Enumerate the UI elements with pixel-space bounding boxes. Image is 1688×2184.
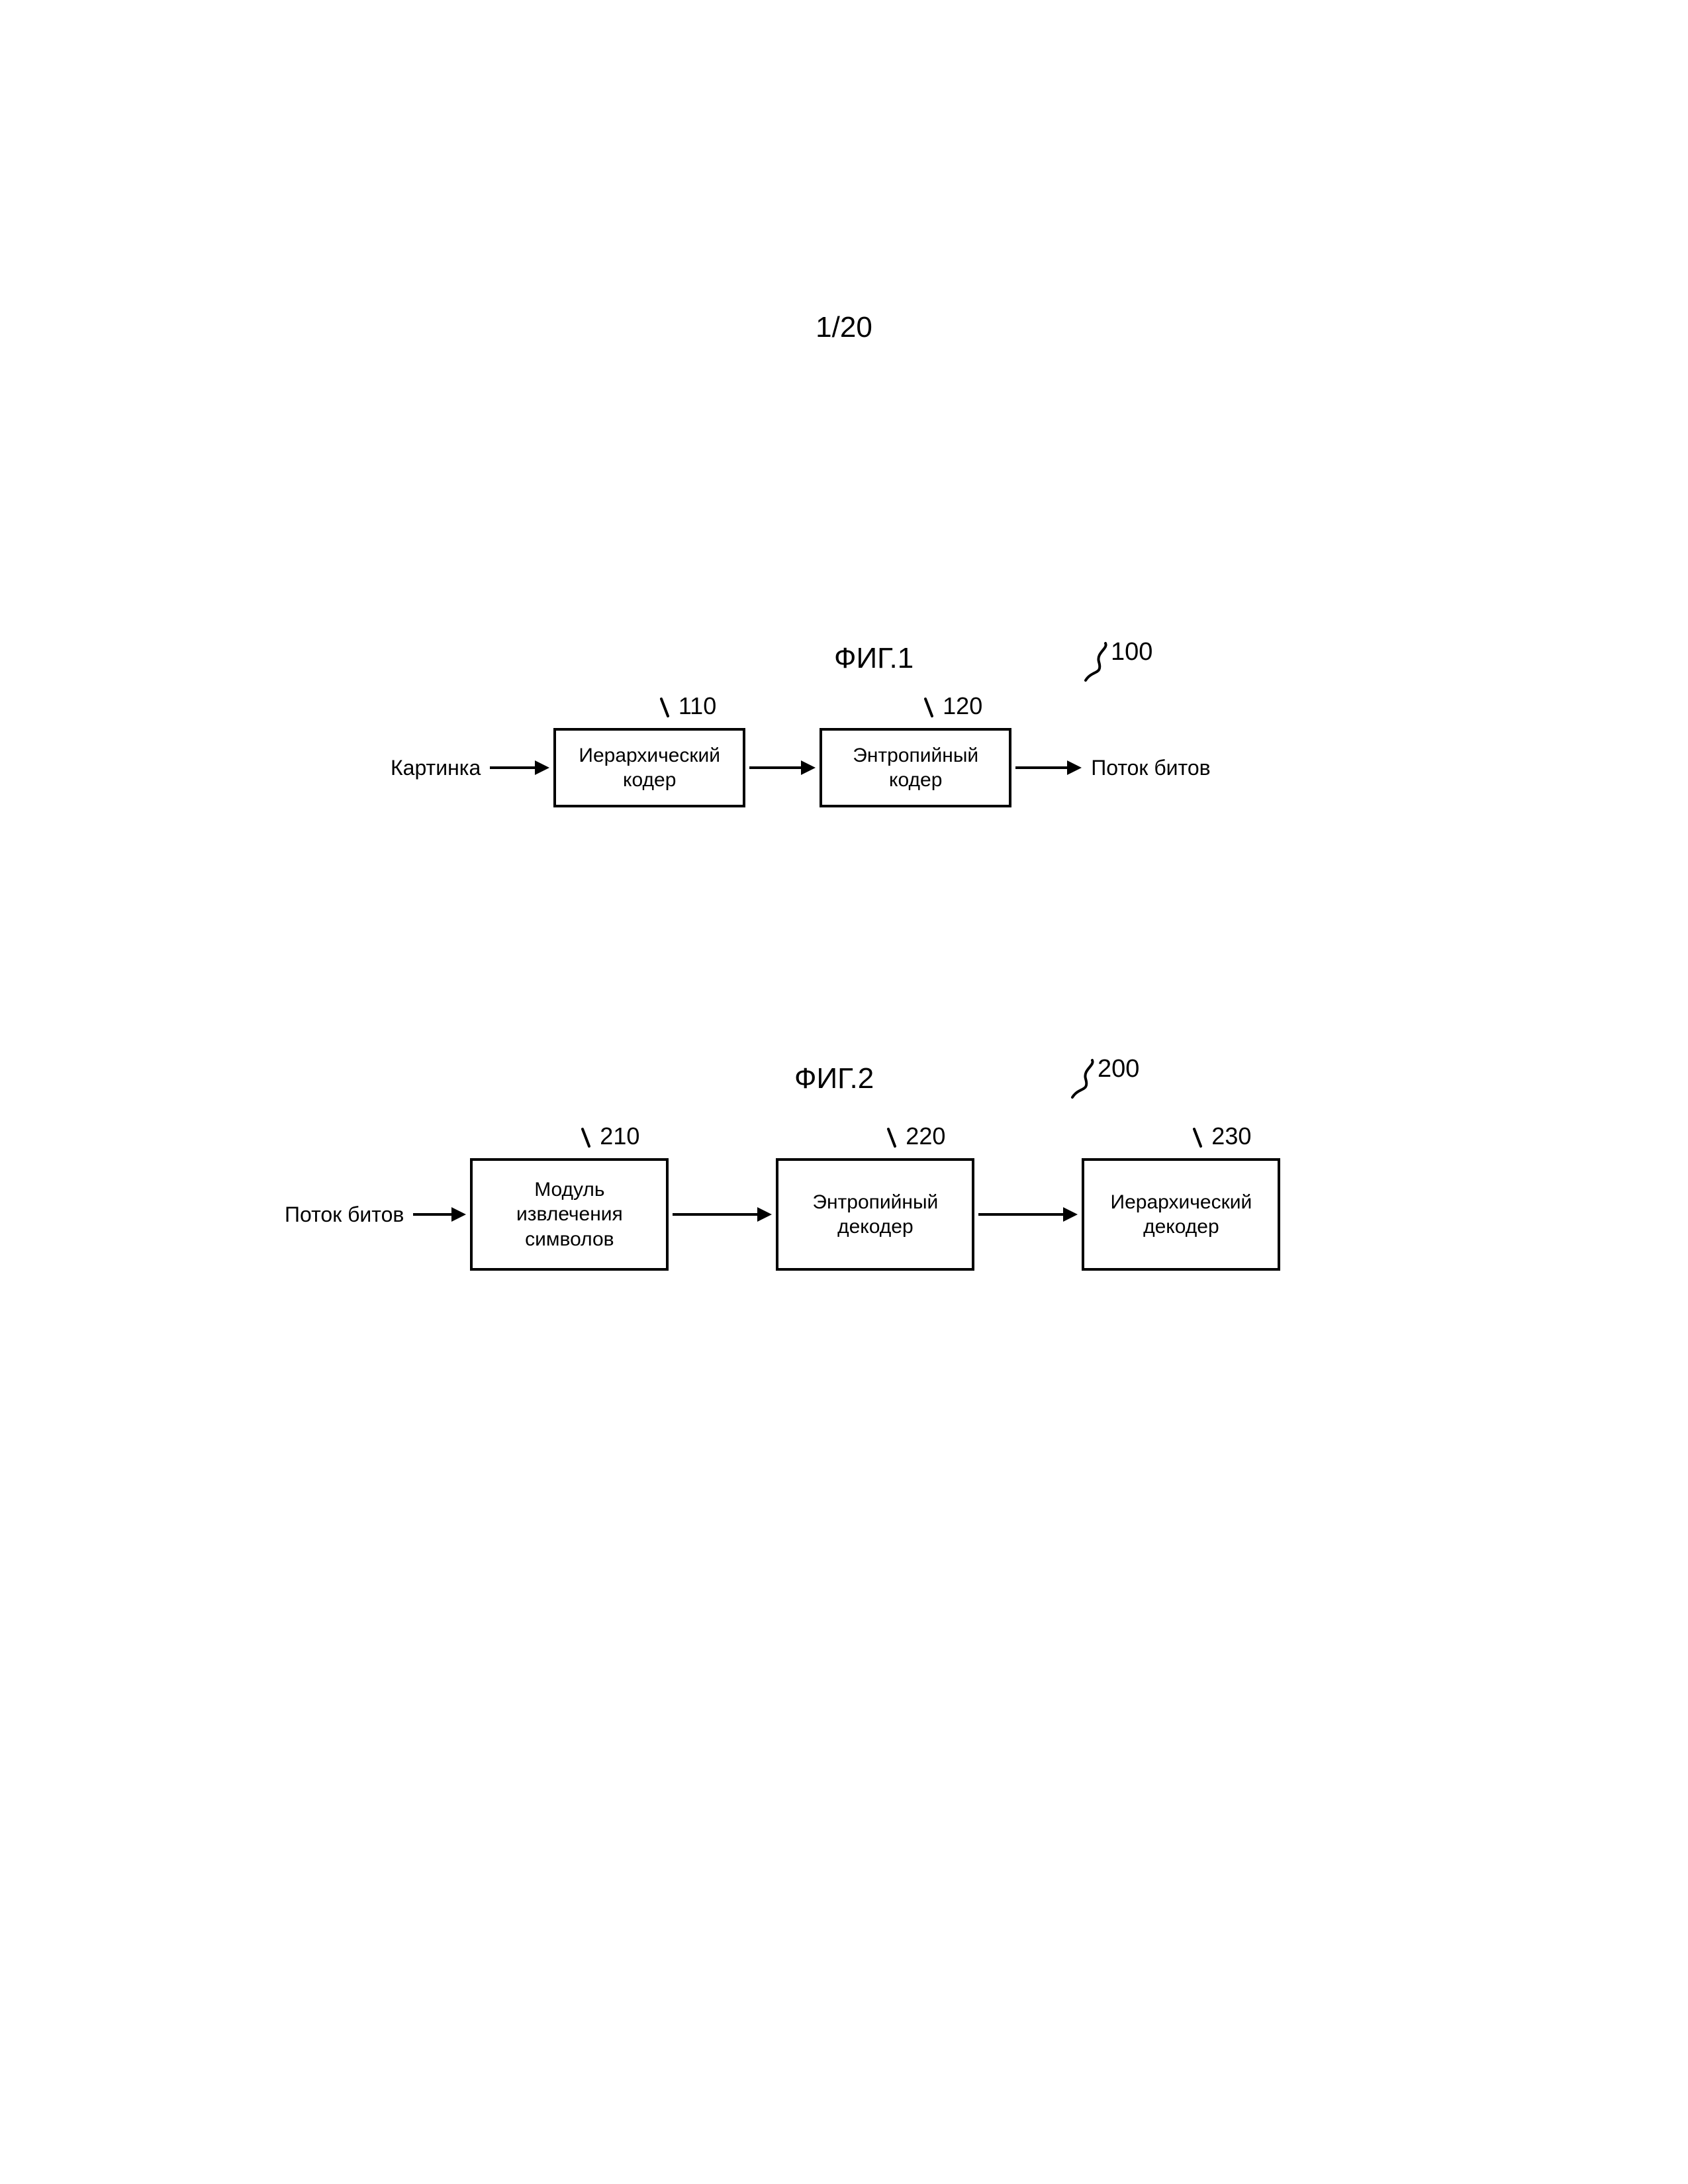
tick-icon	[886, 1126, 903, 1149]
fig2-ref-number: 200	[1098, 1055, 1139, 1083]
ref-text: 120	[943, 692, 982, 719]
ref-text: 230	[1211, 1122, 1251, 1150]
fig2-block-210-ref: 210	[580, 1122, 639, 1150]
fig2-block-220: 220 Энтропийный декодер	[776, 1158, 974, 1271]
fig2-block-230: 230 Иерархический декодер	[1082, 1158, 1280, 1271]
tick-icon	[1192, 1126, 1209, 1149]
tick-icon	[659, 696, 676, 719]
tick-icon	[580, 1126, 597, 1149]
fig1-block-110: 110 Иерархический кодер	[553, 728, 745, 807]
fig2-block-220-label: Энтропийный декодер	[812, 1190, 938, 1240]
fig2-block-210-label: Модуль извлечения символов	[516, 1177, 623, 1252]
fig1-block-110-label: Иерархический кодер	[579, 743, 720, 793]
ref-text: 110	[679, 692, 716, 719]
fig1-block-120-ref: 120	[923, 692, 982, 720]
fig2-block-210: 210 Модуль извлечения символов	[470, 1158, 669, 1271]
ref-text: 220	[906, 1122, 945, 1150]
ref-text: 210	[600, 1122, 639, 1150]
tick-icon	[923, 696, 940, 719]
fig1-ref-mark: 100	[1079, 642, 1119, 692]
fig1-title: ФИГ.1	[834, 642, 914, 675]
fig2-diagram: Поток битов 210 Модуль извлечения символ…	[285, 1158, 1280, 1271]
fig1-input-label: Картинка	[391, 756, 481, 780]
fig1-block-120: 120 Энтропийный кодер	[820, 728, 1011, 807]
fig1-block-110-ref: 110	[659, 692, 716, 720]
fig2-title: ФИГ.2	[794, 1062, 874, 1095]
fig1-diagram: Картинка 110 Иерархический кодер	[391, 728, 1211, 807]
page-number: 1/20	[0, 311, 1688, 344]
fig1-block-120-label: Энтропийный кодер	[853, 743, 978, 793]
fig2-block-220-ref: 220	[886, 1122, 945, 1150]
fig2-block-230-label: Иерархический декодер	[1111, 1190, 1252, 1240]
fig1-flow: Картинка 110 Иерархический кодер	[391, 728, 1211, 807]
fig2-input-label: Поток битов	[285, 1203, 404, 1227]
fig2-flow: Поток битов 210 Модуль извлечения символ…	[285, 1158, 1280, 1271]
fig1-ref-number: 100	[1111, 638, 1152, 666]
page: 1/20 ФИГ.1 100 Картинка 110 Иерархически…	[0, 0, 1688, 2184]
fig1-output-label: Поток битов	[1091, 756, 1210, 780]
fig2-block-230-ref: 230	[1192, 1122, 1251, 1150]
fig2-ref-mark: 200	[1066, 1059, 1105, 1109]
